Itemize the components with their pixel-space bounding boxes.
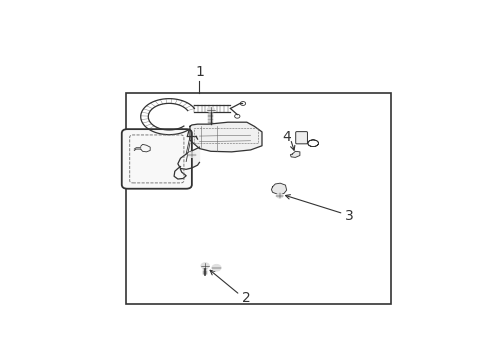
Text: 4: 4 (282, 130, 291, 144)
FancyBboxPatch shape (295, 132, 307, 144)
Text: 3: 3 (344, 208, 353, 222)
Text: 1: 1 (195, 65, 203, 79)
Polygon shape (271, 183, 286, 194)
Circle shape (276, 193, 283, 198)
Circle shape (201, 263, 209, 269)
FancyBboxPatch shape (122, 129, 191, 189)
Circle shape (206, 107, 214, 112)
Polygon shape (141, 144, 150, 152)
Text: 2: 2 (242, 291, 250, 305)
Polygon shape (178, 147, 199, 169)
Bar (125, 93, 390, 304)
Polygon shape (189, 122, 262, 152)
Circle shape (211, 264, 221, 271)
Polygon shape (174, 167, 186, 179)
Circle shape (188, 152, 195, 157)
Polygon shape (290, 151, 299, 157)
